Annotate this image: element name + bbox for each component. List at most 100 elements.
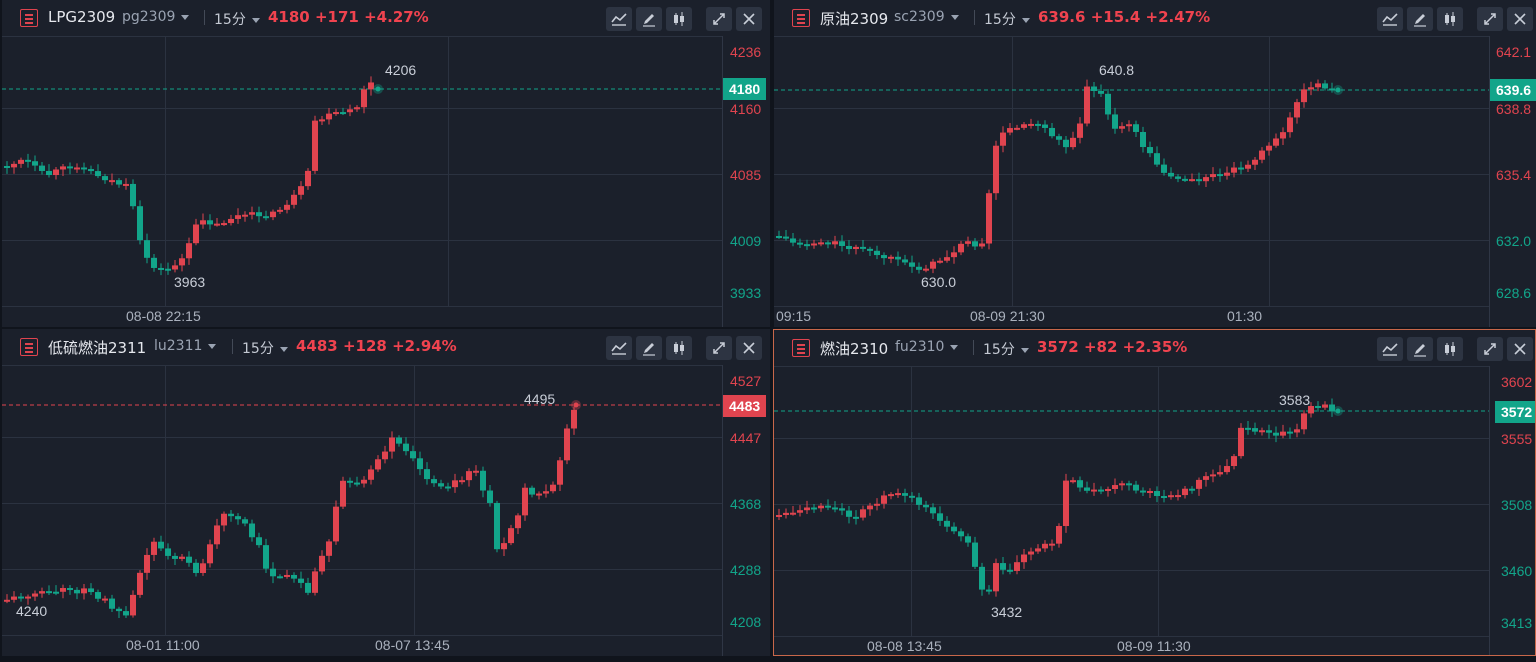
candlestick-chart[interactable] xyxy=(774,366,1535,655)
candle-body xyxy=(797,242,803,245)
draw-button[interactable] xyxy=(636,336,662,360)
menu-icon[interactable] xyxy=(792,9,810,27)
expand-button[interactable] xyxy=(706,336,732,360)
close-button[interactable] xyxy=(736,336,762,360)
candle-body xyxy=(1259,150,1265,160)
chevron-down-icon xyxy=(950,344,959,350)
quote: 3572 +82 +2.35% xyxy=(1037,338,1187,356)
candle-body xyxy=(193,562,199,573)
menu-icon[interactable] xyxy=(20,9,38,27)
y-tick: 635.4 xyxy=(1496,167,1532,183)
contract-name: LPG2309 xyxy=(48,8,116,26)
draw-button[interactable] xyxy=(636,7,662,31)
candlestick-chart[interactable] xyxy=(774,36,1536,327)
chart-type-button[interactable] xyxy=(666,7,692,31)
high-marker: 640.8 xyxy=(1099,62,1135,78)
indicator-button[interactable] xyxy=(606,7,632,31)
chart-type-button[interactable] xyxy=(666,336,692,360)
chart-panel-lpg[interactable]: LPG2309 pg2309 15分 4180 +171 +4.27% 4236… xyxy=(2,0,770,327)
price-change: +128 xyxy=(342,337,387,355)
close-button[interactable] xyxy=(736,7,762,31)
candle-body xyxy=(1210,174,1216,178)
chevron-down-icon xyxy=(950,14,959,20)
period-select[interactable]: 15分 xyxy=(983,339,1029,359)
y-tick: 3555 xyxy=(1501,431,1533,447)
candle-body xyxy=(109,598,115,609)
indicator-button[interactable] xyxy=(1377,7,1403,31)
candle-body xyxy=(186,243,192,259)
candle-body xyxy=(109,180,115,183)
quote: 4180 +171 +4.27% xyxy=(268,8,429,26)
close-icon xyxy=(743,342,755,354)
candle-body xyxy=(326,541,332,556)
candlestick-chart[interactable] xyxy=(2,365,770,656)
chart-type-button[interactable] xyxy=(1437,7,1463,31)
high-marker: 4206 xyxy=(385,62,417,78)
y-tick: 4368 xyxy=(730,496,762,512)
close-button[interactable] xyxy=(1507,337,1533,361)
candle-body xyxy=(249,523,255,538)
candle-body xyxy=(466,471,472,481)
chevron-down-icon xyxy=(1020,347,1029,353)
candle-body xyxy=(158,541,164,549)
candle-body xyxy=(832,507,838,510)
close-button[interactable] xyxy=(1507,7,1533,31)
period-select[interactable]: 15分 xyxy=(984,9,1030,29)
contract-code-select[interactable]: fu2310 xyxy=(895,339,959,355)
contract-code-select[interactable]: sc2309 xyxy=(894,9,959,25)
menu-icon[interactable] xyxy=(792,339,810,357)
contract-code-select[interactable]: pg2309 xyxy=(122,9,190,25)
candle-body xyxy=(291,574,297,579)
candle-body xyxy=(811,507,817,510)
candle-body xyxy=(291,194,297,205)
candle-body xyxy=(333,506,339,542)
line-chart-icon xyxy=(1382,13,1398,26)
contract-code-select[interactable]: lu2311 xyxy=(154,338,217,354)
candle-body xyxy=(368,82,374,90)
candle-body xyxy=(1000,132,1006,146)
candlestick-icon xyxy=(674,341,684,355)
expand-button[interactable] xyxy=(706,7,732,31)
candle-body xyxy=(1042,124,1048,128)
period-select[interactable]: 15分 xyxy=(242,338,288,358)
candle-body xyxy=(144,554,150,573)
candlestick-chart[interactable] xyxy=(2,36,770,327)
candle-body xyxy=(312,571,318,593)
candle-body xyxy=(123,183,129,186)
candle-body xyxy=(1301,89,1307,103)
candle-body xyxy=(403,443,409,452)
price-change: +82 xyxy=(1083,338,1118,356)
candle-body xyxy=(1056,526,1062,544)
expand-button[interactable] xyxy=(1477,7,1503,31)
draw-button[interactable] xyxy=(1407,7,1433,31)
candle-body xyxy=(1147,147,1153,154)
candle-body xyxy=(151,257,157,268)
candle-body xyxy=(228,513,234,517)
expand-button[interactable] xyxy=(1477,337,1503,361)
candle-body xyxy=(172,555,178,559)
x-tick: 09:15 xyxy=(776,308,812,324)
chart-type-button[interactable] xyxy=(1437,337,1463,361)
candle-body xyxy=(102,598,108,601)
draw-button[interactable] xyxy=(1407,337,1433,361)
period-select[interactable]: 15分 xyxy=(214,9,260,29)
candle-body xyxy=(804,507,810,511)
chart-panel-crude-oil[interactable]: 原油2309 sc2309 15分 639.6 +15.4 +2.47% 642… xyxy=(774,0,1536,327)
indicator-button[interactable] xyxy=(1377,337,1403,361)
candle-body xyxy=(860,509,866,518)
chart-panel-low-sulfur-fuel-oil[interactable]: 低硫燃油2311 lu2311 15分 4483 +128 +2.94% 452… xyxy=(2,329,770,656)
candle-body xyxy=(116,180,122,185)
indicator-button[interactable] xyxy=(606,336,632,360)
candle-body xyxy=(151,541,157,555)
candle-body xyxy=(298,578,304,583)
candle-body xyxy=(790,512,796,515)
candle-body xyxy=(459,480,465,483)
menu-icon[interactable] xyxy=(20,338,38,356)
candle-body xyxy=(951,526,957,532)
candle-body xyxy=(508,528,514,544)
period-label: 15分 xyxy=(242,341,274,357)
candle-body xyxy=(839,241,845,246)
chart-panel-fuel-oil[interactable]: 燃油2310 fu2310 15分 3572 +82 +2.35% 3602 3… xyxy=(773,329,1536,656)
candle-body xyxy=(382,451,388,460)
percent-change: +2.94% xyxy=(392,337,457,355)
